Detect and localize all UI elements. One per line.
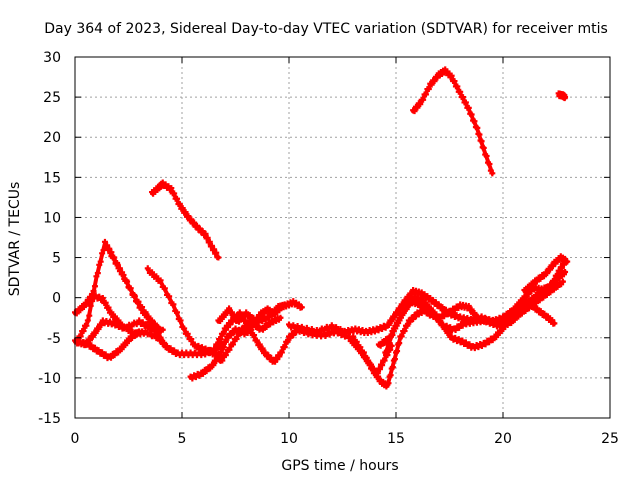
data-points [72, 66, 571, 390]
axis-ticks [74, 56, 611, 419]
x-axis-label: GPS time / hours [281, 458, 398, 474]
series-track-e [106, 246, 164, 341]
y-tick-label: 15 [43, 170, 61, 186]
series-track-h [149, 179, 222, 261]
y-axis-label: SDTVAR / TECUs [7, 182, 23, 297]
series-track-u [521, 253, 571, 294]
series-trace [73, 329, 142, 360]
y-tick-label: 0 [52, 291, 61, 307]
x-tick-label: 10 [280, 431, 298, 447]
chart-title: Day 364 of 2023, Sidereal Day-to-day VTE… [44, 21, 608, 37]
x-tick-label: 0 [71, 431, 80, 447]
x-tick-label: 20 [494, 431, 512, 447]
y-tick-label: 10 [43, 210, 61, 226]
series-trace [216, 300, 304, 324]
y-tick-label: -5 [47, 331, 61, 347]
series-track-k [215, 298, 305, 326]
series-trace [411, 68, 495, 176]
series-trace [556, 92, 568, 100]
series-track-g [155, 333, 228, 359]
series-trace [383, 279, 565, 356]
y-tick-label: 20 [43, 130, 61, 146]
series-trace [287, 323, 379, 335]
x-tick-labels: 0 5 10 15 20 25 [71, 431, 619, 447]
plot-frame [74, 56, 611, 419]
series-trace [522, 255, 570, 294]
series-track-r [382, 278, 566, 356]
series-trace [218, 315, 283, 364]
y-tick-label: -15 [38, 411, 61, 427]
x-tick-label: 5 [178, 431, 187, 447]
series-track-s [410, 66, 496, 177]
y-tick-label: -10 [38, 371, 61, 387]
y-tick-label: 25 [43, 90, 61, 106]
series-track-l [217, 314, 284, 364]
series-trace [156, 335, 227, 356]
x-tick-label: 15 [387, 431, 405, 447]
series-track-t [555, 90, 569, 102]
series-trace [73, 293, 161, 340]
y-tick-labels: -15 -10 -5 0 5 10 15 20 25 30 [38, 50, 61, 427]
x-tick-label: 25 [601, 431, 619, 447]
series-track-m [286, 321, 380, 337]
series-trace [107, 249, 163, 340]
y-tick-label: 5 [52, 251, 61, 267]
series-trace [150, 181, 221, 260]
series-track-d [72, 328, 143, 362]
y-tick-label: 30 [43, 50, 61, 66]
